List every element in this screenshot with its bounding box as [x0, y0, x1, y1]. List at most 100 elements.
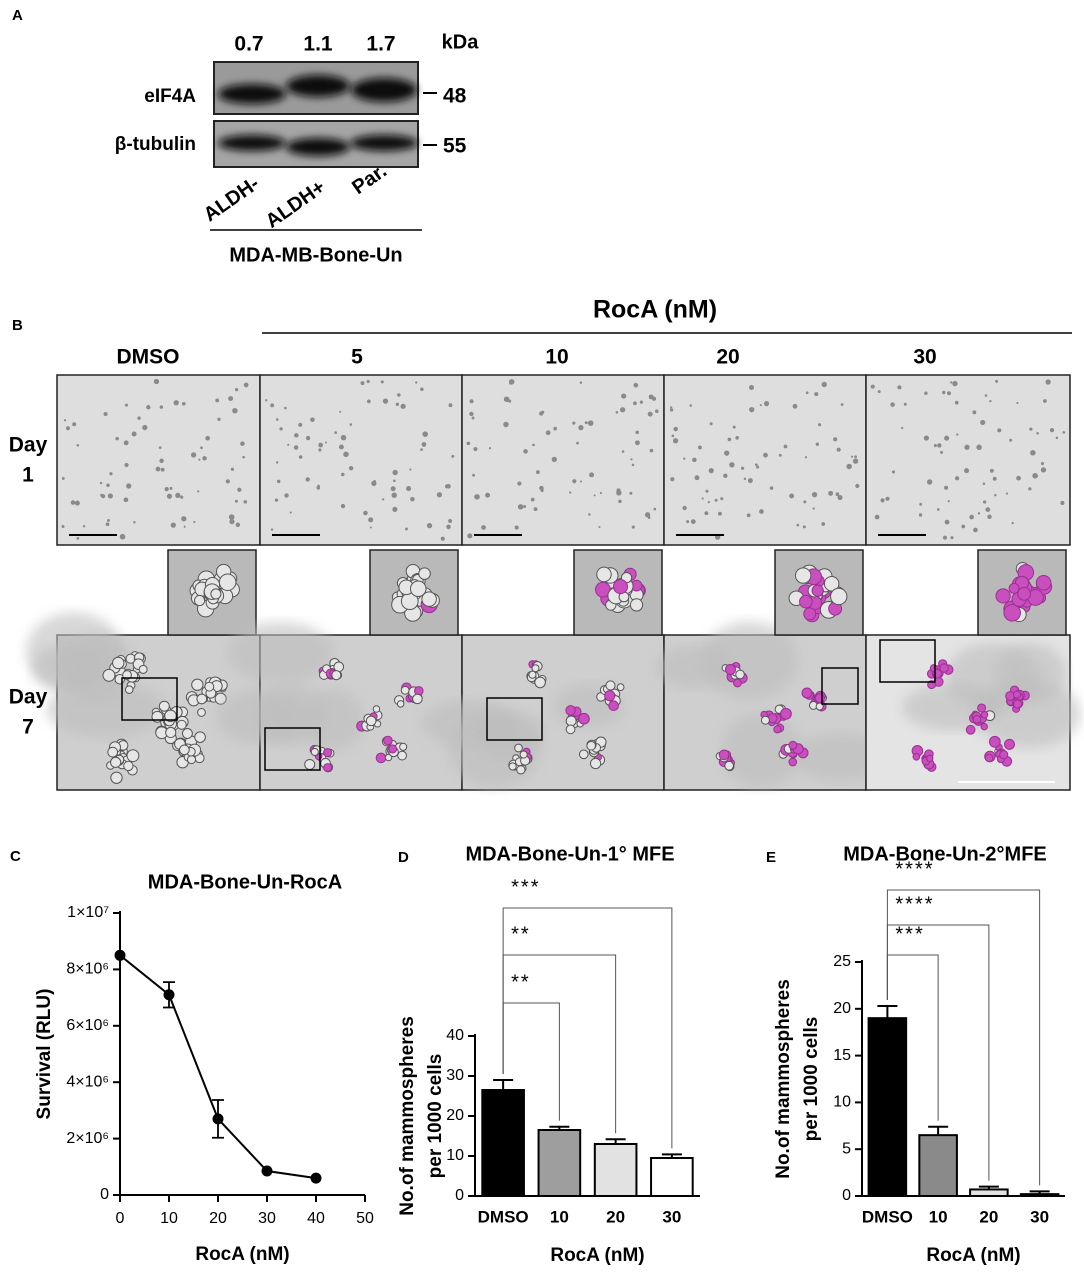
cell	[821, 381, 827, 388]
error-bar	[661, 1153, 682, 1158]
cell	[629, 598, 644, 612]
cell	[225, 479, 230, 484]
cell	[723, 473, 728, 479]
cell	[708, 468, 714, 474]
cell	[1040, 461, 1045, 466]
cell	[166, 493, 173, 499]
cell	[523, 505, 527, 509]
cell	[405, 486, 412, 492]
cell	[366, 399, 371, 404]
cell	[310, 417, 315, 423]
cell	[835, 492, 840, 497]
cell	[200, 446, 203, 450]
cell	[215, 398, 220, 403]
cell	[474, 494, 480, 500]
quantification: 1.1	[303, 33, 333, 56]
cell	[523, 449, 528, 454]
cell	[619, 407, 626, 413]
cell	[123, 760, 134, 772]
cell	[616, 683, 625, 692]
shade	[255, 684, 327, 746]
cell	[718, 749, 730, 761]
row-label: Day	[9, 434, 48, 457]
cell	[802, 525, 806, 529]
cell	[210, 588, 222, 600]
cell	[181, 401, 186, 406]
cell	[984, 753, 994, 763]
cell	[944, 485, 949, 490]
cell	[759, 509, 764, 514]
day1-image	[259, 374, 463, 546]
cell	[318, 442, 324, 448]
cell	[418, 567, 431, 580]
point	[114, 949, 126, 961]
cell	[669, 408, 674, 412]
point	[212, 1113, 224, 1125]
y-tick-label: 10	[446, 1147, 464, 1164]
cell	[579, 480, 582, 483]
cell	[947, 500, 950, 503]
cell	[305, 435, 311, 441]
cell	[138, 664, 148, 674]
cell	[803, 500, 807, 504]
cell	[984, 394, 988, 397]
row-label: 1	[22, 464, 34, 487]
cell	[1035, 575, 1052, 591]
zoom-box	[121, 677, 178, 721]
cell	[532, 443, 535, 447]
cell	[954, 400, 959, 405]
cell	[397, 393, 401, 397]
cell	[396, 700, 405, 708]
cell	[218, 573, 237, 591]
cell	[1012, 690, 1022, 699]
cell	[714, 498, 718, 502]
cell	[519, 750, 528, 759]
cell	[240, 441, 245, 446]
cell	[446, 524, 451, 530]
cell	[615, 410, 619, 414]
panel-label: E	[766, 849, 776, 866]
y-tick-label: 0	[842, 1187, 851, 1204]
chart-title: MDA-Bone-Un-2°MFE	[843, 843, 1047, 865]
y-axis-title: No.of mammospheres	[773, 979, 794, 1179]
chart-title: MDA-Bone-Un-1° MFE	[465, 843, 674, 865]
cell	[392, 469, 398, 476]
cell	[769, 486, 774, 490]
cell	[100, 493, 104, 497]
row-label: eIF4A	[144, 86, 196, 107]
y-axis-title: Survival (RLU)	[34, 989, 55, 1120]
cell	[517, 504, 524, 510]
cell	[773, 725, 782, 734]
cell	[365, 715, 377, 727]
panel-label: B	[12, 317, 23, 334]
cell	[833, 437, 838, 442]
cell	[980, 419, 986, 426]
cell	[204, 681, 215, 692]
cell	[952, 380, 958, 387]
unit: kDa	[442, 31, 480, 53]
cell	[936, 508, 940, 511]
cell	[436, 492, 443, 498]
cell	[181, 516, 187, 522]
cell	[298, 422, 303, 427]
cell	[587, 420, 594, 426]
inset-image	[573, 549, 663, 636]
lane-label: ALDH+	[262, 176, 330, 233]
cell	[382, 498, 385, 501]
cell	[115, 436, 119, 441]
cell	[76, 443, 80, 447]
cell	[173, 400, 179, 406]
cell	[169, 486, 173, 490]
cell	[989, 400, 992, 403]
cell	[179, 744, 190, 756]
cell	[972, 715, 982, 724]
cell	[473, 446, 478, 452]
cell-line: MDA-MB-Bone-Un	[229, 244, 402, 266]
cell	[275, 418, 279, 421]
row-label: 7	[22, 716, 34, 739]
cell	[988, 735, 1001, 748]
cell	[294, 433, 299, 438]
cell	[754, 463, 758, 467]
quantification: 0.7	[234, 33, 263, 56]
cell	[830, 587, 848, 606]
